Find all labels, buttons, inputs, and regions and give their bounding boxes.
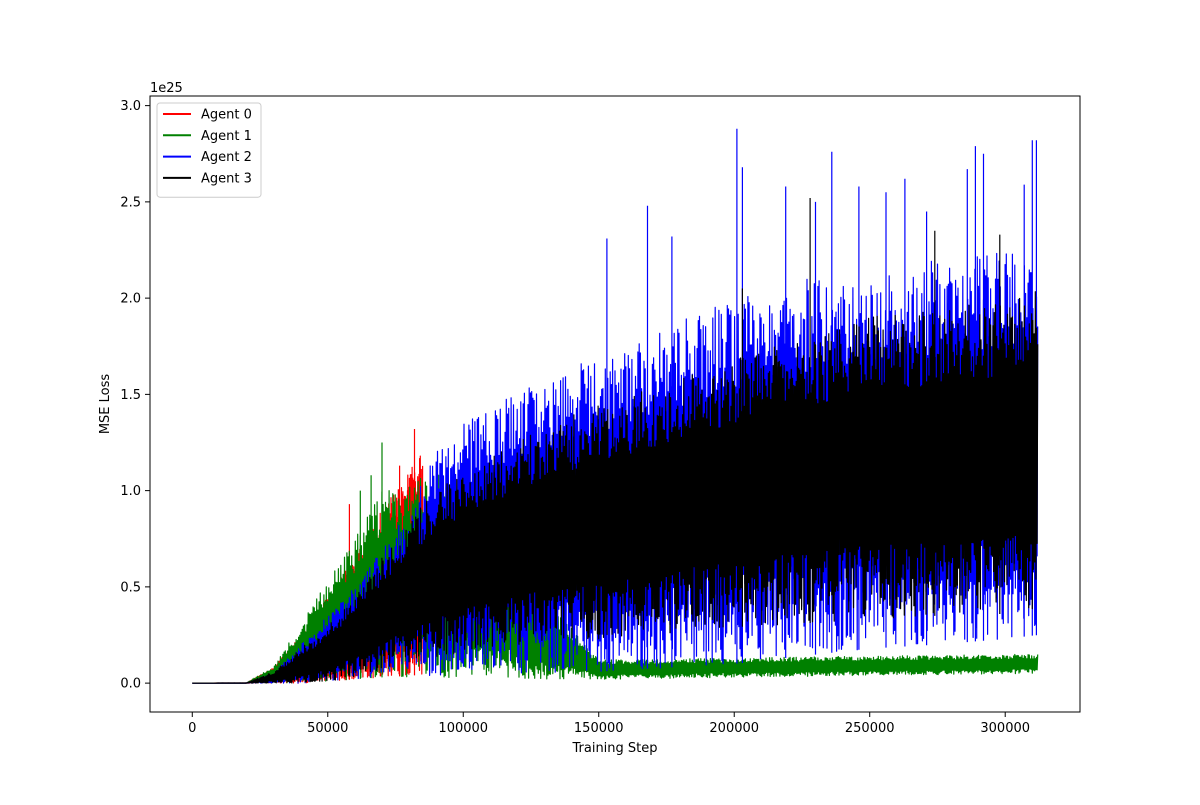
y-tick-label: 2.0	[120, 292, 141, 307]
y-offset-text: 1e25	[150, 81, 183, 96]
x-axis-label: Training Step	[571, 741, 657, 756]
legend: Agent 0 Agent 1 Agent 2 Agent 3	[156, 102, 262, 198]
y-axis: 0.0 0.5 1.0 1.5 2.0 2.5 3.0	[120, 99, 150, 692]
legend-label: Agent 1	[201, 129, 252, 144]
y-tick-label: 3.0	[120, 99, 141, 114]
plot-area	[191, 128, 1039, 684]
y-tick-label: 1.0	[120, 484, 141, 499]
y-tick-label: 0.0	[120, 677, 141, 692]
legend-label: Agent 0	[201, 108, 252, 123]
x-tick-label: 100000	[438, 721, 488, 736]
legend-box	[156, 102, 262, 198]
y-tick-label: 1.5	[120, 388, 141, 403]
y-tick-label: 2.5	[120, 195, 141, 210]
x-tick-label: 250000	[845, 721, 895, 736]
x-axis: 0 50000 100000 150000 200000 250000 300000	[188, 712, 1030, 736]
x-tick-label: 200000	[709, 721, 759, 736]
plot-frame	[149, 95, 1081, 713]
x-tick-label: 150000	[574, 721, 624, 736]
x-tick-label: 300000	[980, 721, 1030, 736]
legend-label: Agent 2	[201, 150, 252, 165]
x-tick-label: 50000	[307, 721, 348, 736]
y-tick-label: 0.5	[120, 580, 141, 595]
legend-label: Agent 3	[201, 171, 252, 186]
series-line-agent-3	[192, 198, 1039, 684]
y-axis-label: MSE Loss	[98, 374, 113, 435]
x-tick-label: 0	[188, 721, 196, 736]
